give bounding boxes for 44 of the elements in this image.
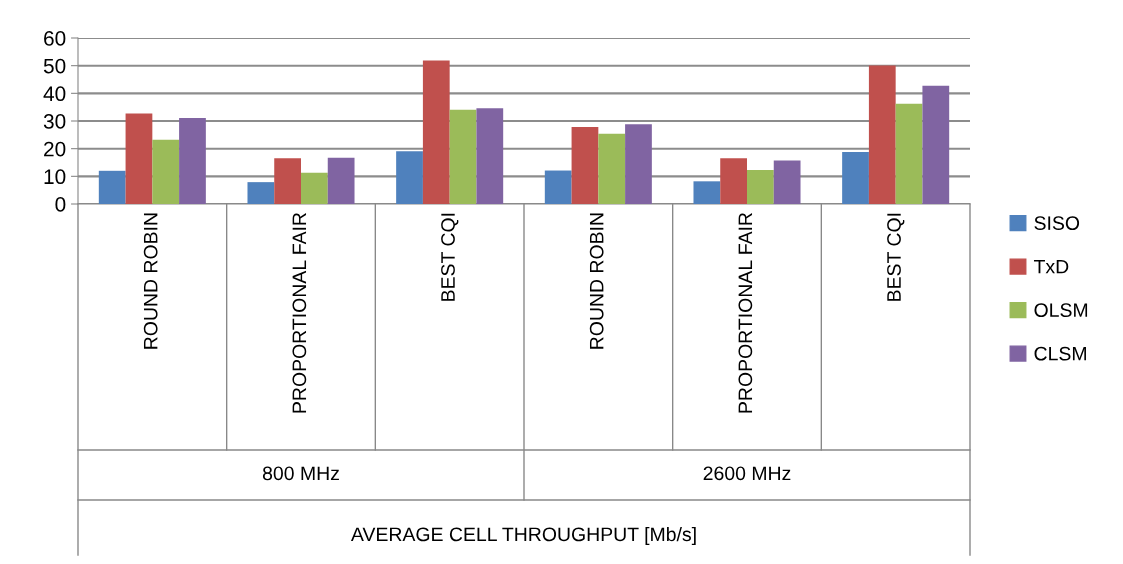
bar <box>571 127 599 204</box>
bar <box>274 158 301 204</box>
bar <box>98 170 126 204</box>
y-tick-label: 50 <box>43 58 66 74</box>
bar <box>868 65 896 204</box>
bar <box>720 158 747 204</box>
y-tick-label: 0 <box>55 197 66 212</box>
bar <box>693 181 721 204</box>
y-tick-label: 10 <box>44 169 66 185</box>
x-tick-label: PROPORTIONAL FAIR <box>738 212 753 413</box>
bar <box>247 182 275 204</box>
bar <box>598 133 626 204</box>
bar <box>544 170 572 204</box>
x-tick-label: BEST CQI <box>441 213 459 301</box>
text: 2600 MHz <box>703 466 791 481</box>
bar <box>301 172 328 204</box>
bar <box>422 60 450 204</box>
x-tick-label: BEST CQI <box>887 213 905 301</box>
bar <box>152 139 180 204</box>
bar <box>125 113 153 204</box>
legend-label: CLSM <box>1034 346 1086 361</box>
bar <box>842 151 869 204</box>
bar <box>396 151 423 204</box>
bar <box>922 85 950 204</box>
legend-label: TxD <box>1033 259 1069 274</box>
text: 800 MHz <box>262 466 339 481</box>
x-tick-label: ROUND ROBIN <box>589 213 604 349</box>
x-tick-label: ROUND ROBIN <box>143 213 158 349</box>
bar <box>895 103 923 204</box>
bar <box>773 160 801 204</box>
x-tick-label: PROPORTIONAL FAIR <box>292 212 307 413</box>
bar <box>327 157 355 204</box>
text: AVERAGE CELL THROUGHPUT [Mb/s] <box>350 526 696 546</box>
bar <box>625 124 652 204</box>
bar <box>449 109 477 204</box>
legend-label: SISO <box>1034 216 1080 231</box>
bar <box>747 169 774 204</box>
y-tick-label: 20 <box>44 141 66 157</box>
y-tick-label: 40 <box>43 86 66 102</box>
y-tick-label: 60 <box>44 31 66 46</box>
y-tick-label: 30 <box>43 114 66 129</box>
bar <box>476 108 504 204</box>
bar <box>179 117 206 204</box>
legend-label: OLSM <box>1034 303 1088 318</box>
